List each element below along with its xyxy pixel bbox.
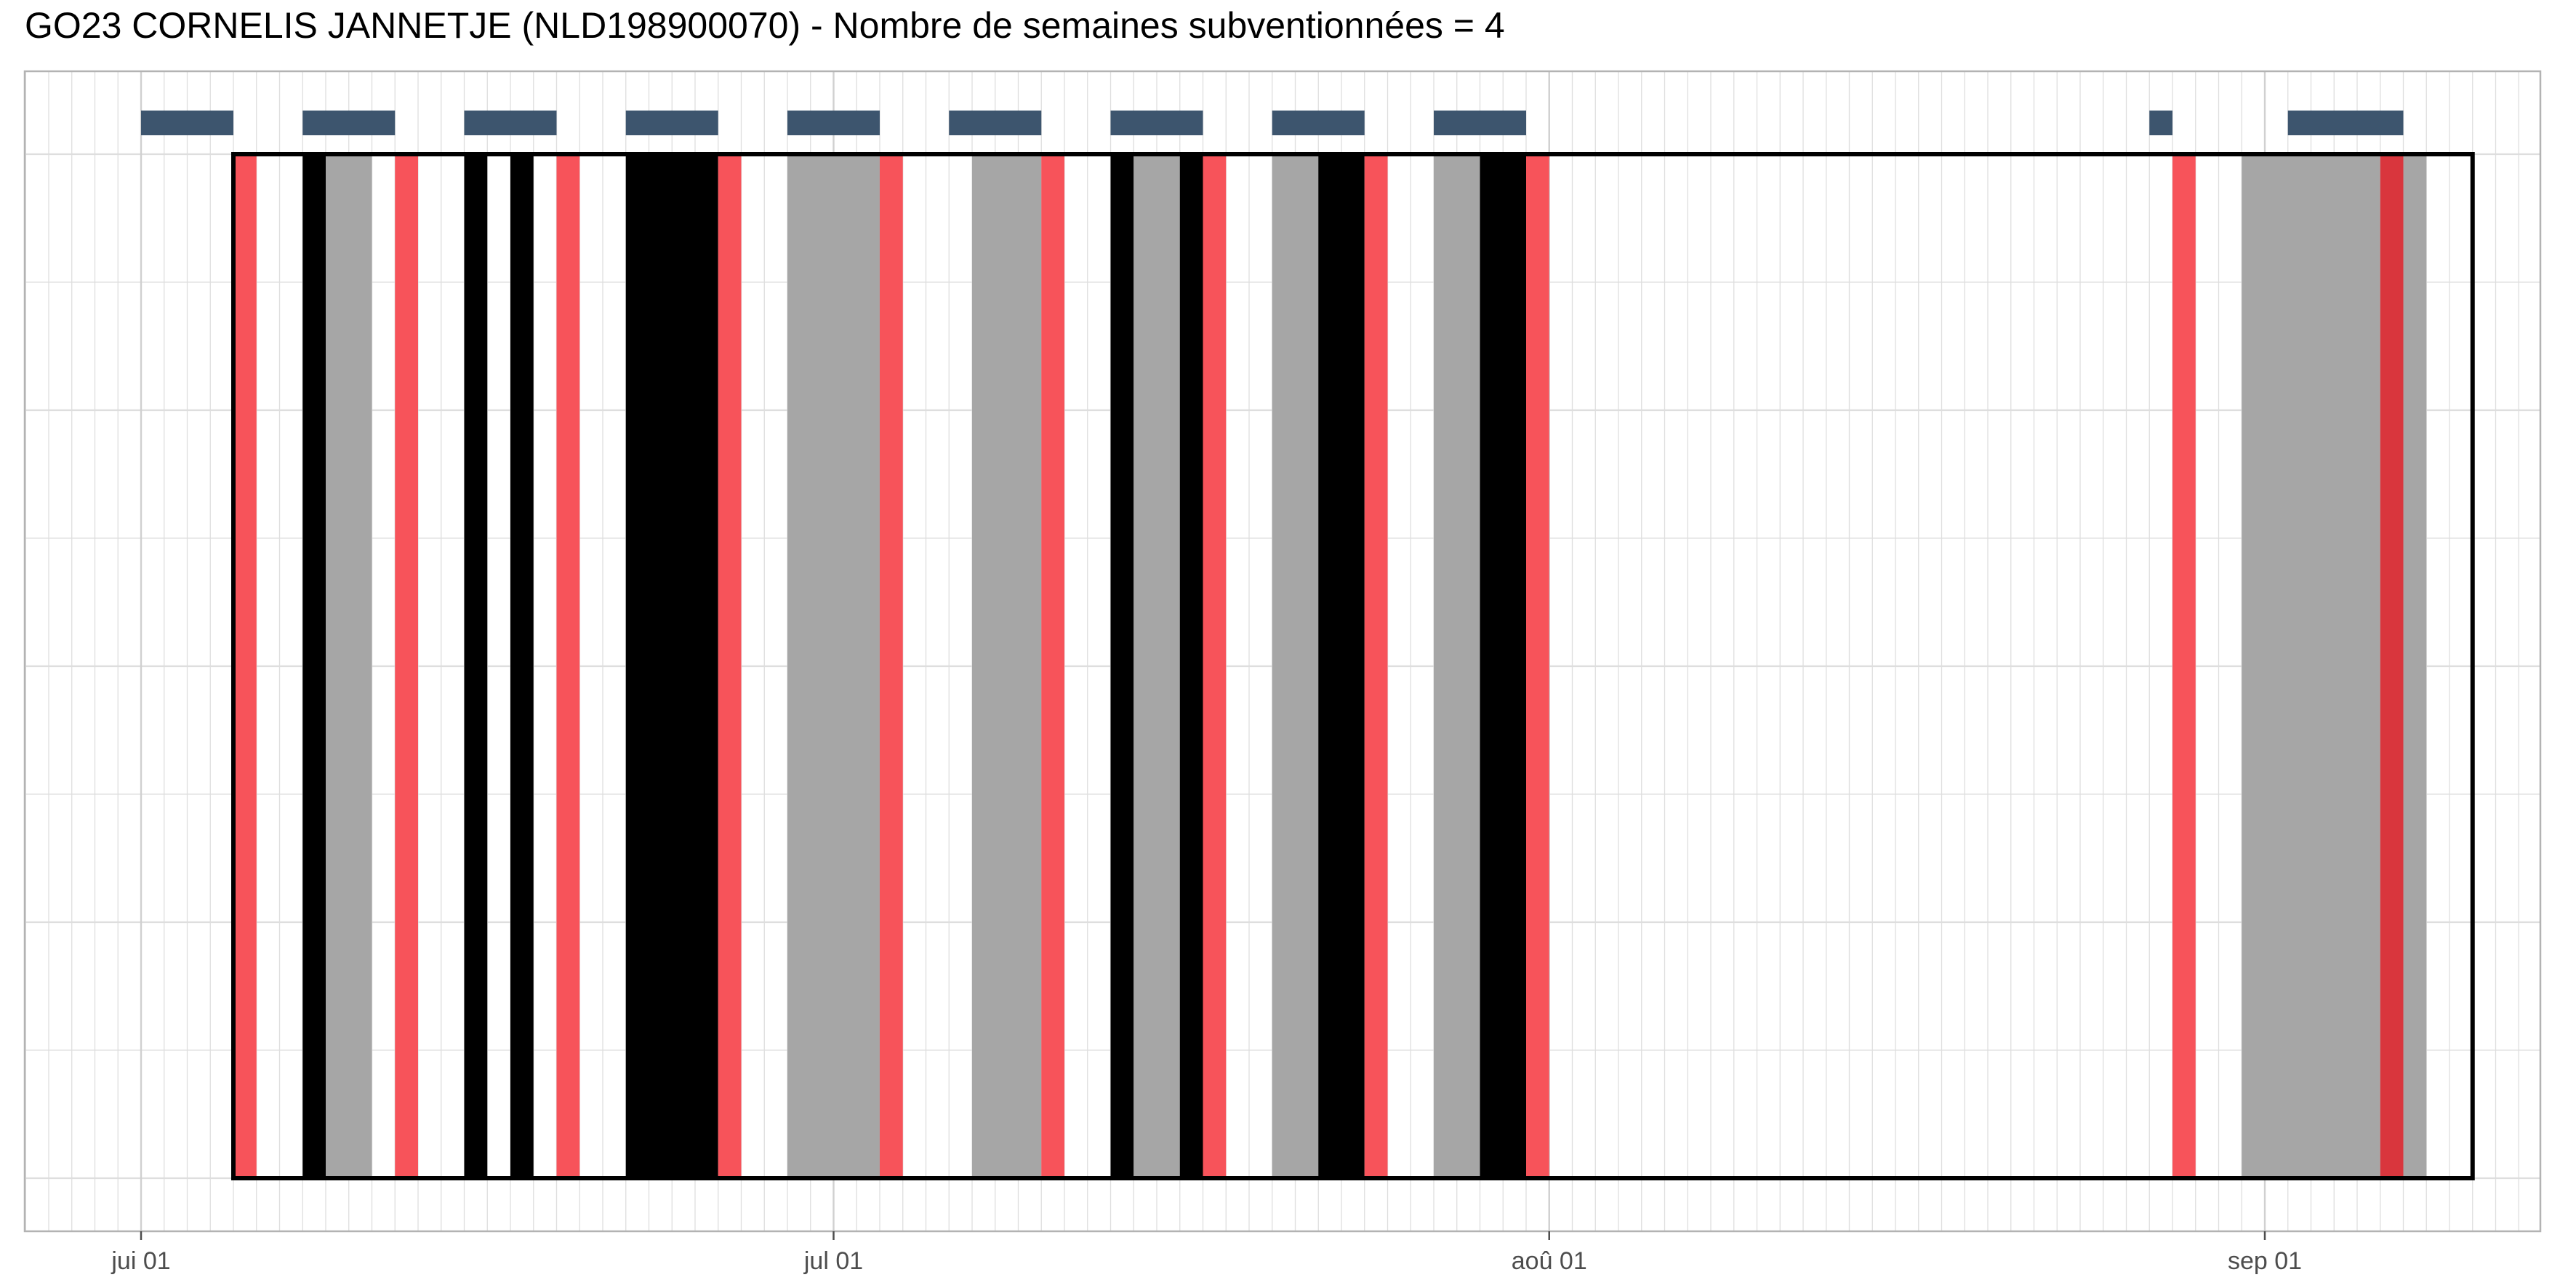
segment-red [1526,154,1549,1178]
week-bar [464,111,557,135]
segment-gray [2357,154,2380,1178]
week-bar [2287,111,2404,135]
segment-black [1179,154,1203,1178]
segment-red [395,154,418,1178]
x-tick-label: sep 01 [2228,1247,2302,1275]
segment-black [302,154,326,1178]
segment-gray [1434,154,1480,1178]
segment-black [1318,154,1365,1178]
x-tick-label: aoû 01 [1512,1247,1587,1275]
segment-gray [1272,154,1319,1178]
segment-gray [326,154,372,1178]
week-bar [1272,111,1365,135]
segment-gray [2403,154,2427,1178]
week-bars [141,111,2404,135]
segment-red [1041,154,1064,1178]
week-bar [1434,111,1526,135]
x-axis: jui 01 jul 01 aoû 01 sep 01 [111,1231,2302,1275]
week-bar [1110,111,1203,135]
week-bar [949,111,1042,135]
segment-black [510,154,534,1178]
segment-black [1480,154,1526,1178]
segment-red [2172,154,2196,1178]
chart-title: GO23 CORNELIS JANNETJE (NLD198900070) - … [25,5,1505,46]
x-tick-label: jui 01 [111,1247,170,1275]
segment-gray [2242,154,2357,1178]
activity-segments [233,154,2427,1178]
week-bar [141,111,233,135]
segment-dark-red [2380,154,2404,1178]
week-bar [302,111,396,135]
segment-gray [972,154,1042,1178]
period-outline [231,152,2475,1180]
week-bar [625,111,718,135]
segment-black [625,154,718,1178]
segment-black [464,154,488,1178]
segment-red [1203,154,1227,1178]
segment-red [556,154,580,1178]
segment-black [1110,154,1134,1178]
segment-red [1364,154,1388,1178]
segment-red [880,154,903,1178]
week-bar [787,111,880,135]
segment-red [233,154,257,1178]
x-tick-label: jul 01 [803,1247,863,1275]
segment-gray [1133,154,1180,1178]
week-bar [2149,111,2172,135]
plot-panel-border [23,70,2542,1233]
segment-red [718,154,742,1178]
segment-gray [787,154,880,1178]
